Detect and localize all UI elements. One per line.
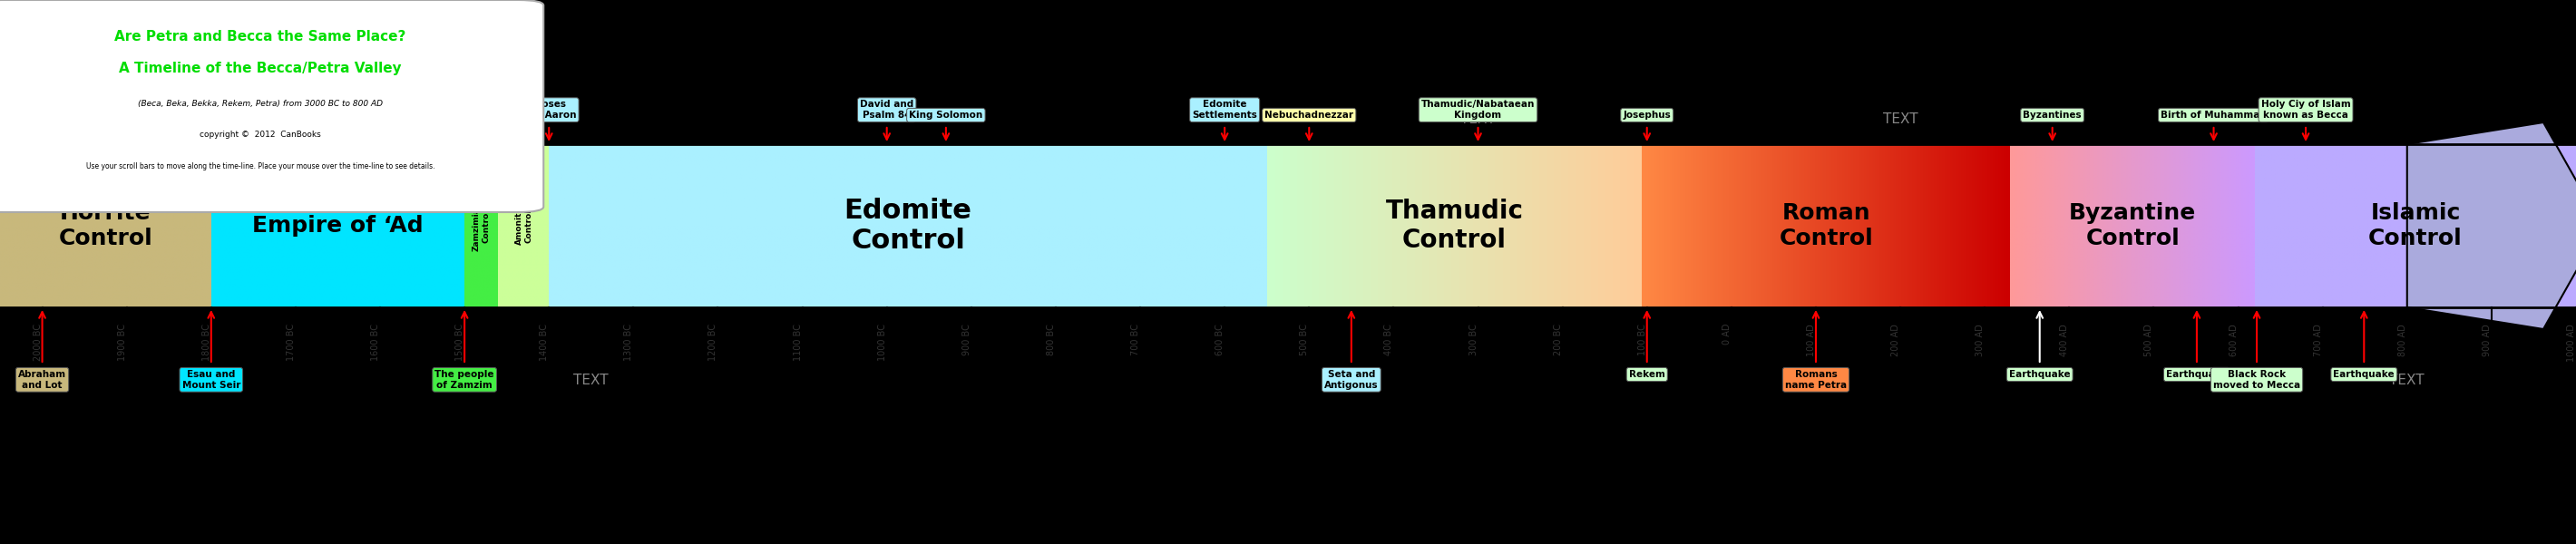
Text: 100 AD: 100 AD <box>1806 324 1816 356</box>
Text: TEXT: TEXT <box>1883 113 1919 126</box>
Text: 1400 BC: 1400 BC <box>541 324 549 361</box>
Text: 1000 AD: 1000 AD <box>2566 324 2576 362</box>
Text: TEXT: TEXT <box>2391 374 2424 387</box>
Text: Roman
Control: Roman Control <box>1780 202 1873 249</box>
Text: Byzantine
Control: Byzantine Control <box>2069 202 2197 249</box>
Text: 700 BC: 700 BC <box>1131 324 1141 355</box>
Text: 300 BC: 300 BC <box>1468 324 1479 355</box>
Text: Amonite
Control: Amonite Control <box>515 206 533 245</box>
Text: Josephus: Josephus <box>1623 110 1672 120</box>
Text: Black Rock
moved to Mecca: Black Rock moved to Mecca <box>2213 370 2300 390</box>
Text: Earthquake: Earthquake <box>2334 370 2396 379</box>
Text: Birth of Muhammad: Birth of Muhammad <box>2161 110 2267 120</box>
Text: Horrite
Control: Horrite Control <box>59 202 152 249</box>
Text: 200 AD: 200 AD <box>1891 324 1901 356</box>
Text: 800 BC: 800 BC <box>1046 324 1056 355</box>
Text: Rekem: Rekem <box>1628 370 1664 379</box>
Text: Thamudic/Nabataean
Kingdom: Thamudic/Nabataean Kingdom <box>1422 100 1535 120</box>
Text: 600 BC: 600 BC <box>1216 324 1224 355</box>
Text: (Beca, Beka, Bekka, Rekem, Petra) from 3000 BC to 800 AD: (Beca, Beka, Bekka, Rekem, Petra) from 3… <box>137 100 384 108</box>
Text: TEXT: TEXT <box>574 374 608 387</box>
Text: Earthquake: Earthquake <box>2166 370 2228 379</box>
Text: 700 AD: 700 AD <box>2313 324 2324 356</box>
Text: Esau and
Mount Seir: Esau and Mount Seir <box>183 370 240 390</box>
Text: 800 AD: 800 AD <box>2398 324 2406 356</box>
Text: Abraham
and Haggar: Abraham and Haggar <box>95 100 157 120</box>
Text: King Solomon: King Solomon <box>909 110 984 120</box>
FancyBboxPatch shape <box>0 0 544 212</box>
Text: 1500 BC: 1500 BC <box>456 324 464 361</box>
Text: Seir
the Horite: Seir the Horite <box>15 100 70 120</box>
Text: 400 BC: 400 BC <box>1383 324 1394 355</box>
Text: Nebuchadnezzar: Nebuchadnezzar <box>1265 110 1352 120</box>
Text: Are Petra and Becca the Same Place?: Are Petra and Becca the Same Place? <box>113 29 407 43</box>
Text: A Timeline of the Becca/Petra Valley: A Timeline of the Becca/Petra Valley <box>118 62 402 76</box>
Text: 0 AD: 0 AD <box>1723 324 1731 345</box>
Text: 1200 BC: 1200 BC <box>708 324 719 361</box>
Text: 900 BC: 900 BC <box>963 324 971 355</box>
Text: 100 BC: 100 BC <box>1638 324 1646 355</box>
Text: Byzantines: Byzantines <box>2022 110 2081 120</box>
Text: Zamzimian
Control: Zamzimian Control <box>471 201 489 251</box>
Text: Moses
and Aaron: Moses and Aaron <box>520 100 577 120</box>
Text: 900 AD: 900 AD <box>2483 324 2491 356</box>
Text: 1000 BC: 1000 BC <box>878 324 886 361</box>
Text: Holy Ciy of Islam
known as Becca: Holy Ciy of Islam known as Becca <box>2262 100 2349 120</box>
Text: Thamudic
Control: Thamudic Control <box>1386 199 1522 253</box>
Text: 1100 BC: 1100 BC <box>793 324 801 361</box>
Text: 1900 BC: 1900 BC <box>118 324 126 361</box>
Text: David and
Psalm 84: David and Psalm 84 <box>860 100 914 120</box>
Text: 1800 BC: 1800 BC <box>201 324 211 361</box>
Text: 400 AD: 400 AD <box>2061 324 2069 356</box>
Text: Edomite
Control: Edomite Control <box>845 197 971 254</box>
Text: Romans
name Petra: Romans name Petra <box>1785 370 1847 390</box>
Text: Earthquake: Earthquake <box>2009 370 2071 379</box>
Text: Edomite
Settlements: Edomite Settlements <box>1193 100 1257 120</box>
Text: The people
of Zamzim: The people of Zamzim <box>435 370 495 390</box>
Text: Empire of ‘Ad: Empire of ‘Ad <box>252 215 422 237</box>
Text: TEXT: TEXT <box>1461 113 1497 126</box>
Text: Islamic
Control: Islamic Control <box>2367 202 2463 249</box>
Text: copyright ©  2012  CanBooks: copyright © 2012 CanBooks <box>198 130 322 138</box>
Polygon shape <box>2406 122 2576 329</box>
Text: 1600 BC: 1600 BC <box>371 324 381 361</box>
Text: 200 BC: 200 BC <box>1553 324 1564 355</box>
Text: Use your scroll bars to move along the time-line. Place your mouse over the time: Use your scroll bars to move along the t… <box>85 163 435 171</box>
Text: 300 AD: 300 AD <box>1976 324 1984 356</box>
Text: Amonites: Amonites <box>474 110 523 120</box>
Text: Empire
of ‘AD: Empire of ‘AD <box>276 100 314 120</box>
Text: Abraham
and Lot: Abraham and Lot <box>18 370 67 390</box>
Text: 500 BC: 500 BC <box>1301 324 1309 355</box>
Text: 600 AD: 600 AD <box>2228 324 2239 356</box>
Text: Seta and
Antigonus: Seta and Antigonus <box>1324 370 1378 390</box>
Text: 500 AD: 500 AD <box>2146 324 2154 356</box>
Text: 1300 BC: 1300 BC <box>623 324 634 361</box>
Text: 1700 BC: 1700 BC <box>286 324 296 361</box>
Text: 2000 BC: 2000 BC <box>33 324 41 361</box>
